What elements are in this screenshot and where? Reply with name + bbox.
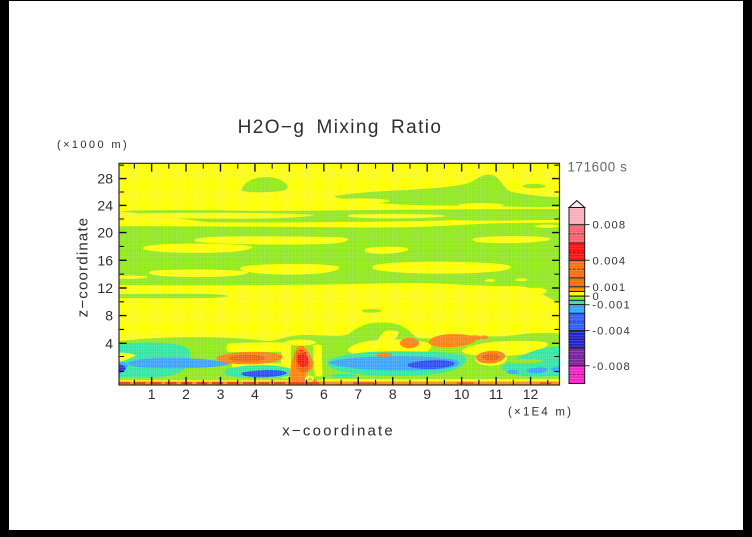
svg-text:0.001: 0.001 bbox=[593, 282, 627, 294]
svg-text:z−coordinate: z−coordinate bbox=[75, 217, 92, 318]
svg-text:0.008: 0.008 bbox=[593, 220, 627, 232]
svg-text:0.004: 0.004 bbox=[593, 255, 627, 267]
svg-text:16: 16 bbox=[97, 252, 113, 268]
svg-text:5: 5 bbox=[286, 386, 294, 402]
svg-text:10: 10 bbox=[454, 386, 470, 402]
svg-text:8: 8 bbox=[389, 386, 397, 402]
svg-text:(×1000 m): (×1000 m) bbox=[57, 139, 129, 151]
svg-text:(×1E4 m): (×1E4 m) bbox=[508, 407, 573, 419]
svg-text:4: 4 bbox=[105, 335, 113, 351]
svg-text:9: 9 bbox=[423, 386, 431, 402]
svg-text:171600 s: 171600 s bbox=[568, 160, 628, 175]
svg-text:20: 20 bbox=[97, 225, 113, 241]
svg-text:0: 0 bbox=[593, 291, 600, 303]
svg-text:-0.004: -0.004 bbox=[592, 326, 631, 338]
svg-text:12: 12 bbox=[97, 280, 113, 296]
svg-text:24: 24 bbox=[97, 197, 113, 213]
svg-text:4: 4 bbox=[251, 386, 259, 402]
svg-text:11: 11 bbox=[489, 386, 504, 402]
svg-text:-0.001: -0.001 bbox=[592, 300, 631, 312]
svg-text:12: 12 bbox=[523, 386, 539, 402]
svg-text:2: 2 bbox=[182, 386, 190, 402]
svg-text:3: 3 bbox=[217, 386, 225, 402]
svg-text:-0.008: -0.008 bbox=[592, 361, 631, 373]
svg-text:1: 1 bbox=[148, 386, 156, 402]
svg-text:6: 6 bbox=[320, 386, 328, 402]
svg-text:7: 7 bbox=[354, 386, 362, 402]
svg-text:H2O−g Mixing Ratio: H2O−g Mixing Ratio bbox=[238, 117, 443, 138]
svg-text:x−coordinate: x−coordinate bbox=[282, 423, 395, 440]
svg-text:8: 8 bbox=[105, 308, 113, 324]
svg-text:28: 28 bbox=[97, 171, 113, 187]
